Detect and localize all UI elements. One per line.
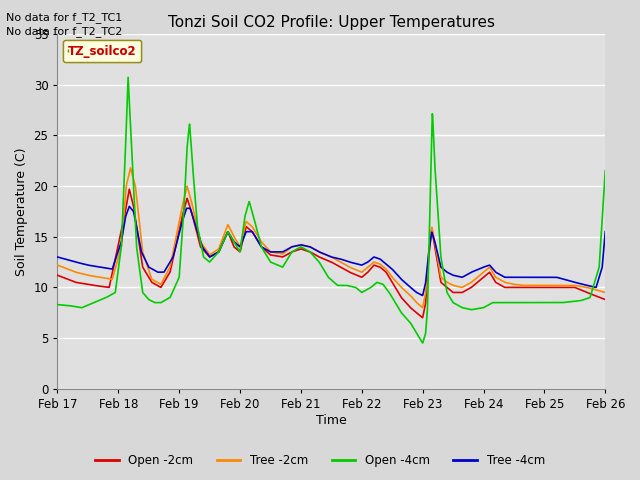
X-axis label: Time: Time <box>316 414 347 427</box>
Text: No data for f_T2_TC2: No data for f_T2_TC2 <box>6 26 123 37</box>
Title: Tonzi Soil CO2 Profile: Upper Temperatures: Tonzi Soil CO2 Profile: Upper Temperatur… <box>168 15 495 30</box>
Y-axis label: Soil Temperature (C): Soil Temperature (C) <box>15 147 28 276</box>
Legend: Open -2cm, Tree -2cm, Open -4cm, Tree -4cm: Open -2cm, Tree -2cm, Open -4cm, Tree -4… <box>90 449 550 472</box>
Legend: TZ_soilco2: TZ_soilco2 <box>63 40 141 62</box>
Text: No data for f_T2_TC1: No data for f_T2_TC1 <box>6 12 123 23</box>
